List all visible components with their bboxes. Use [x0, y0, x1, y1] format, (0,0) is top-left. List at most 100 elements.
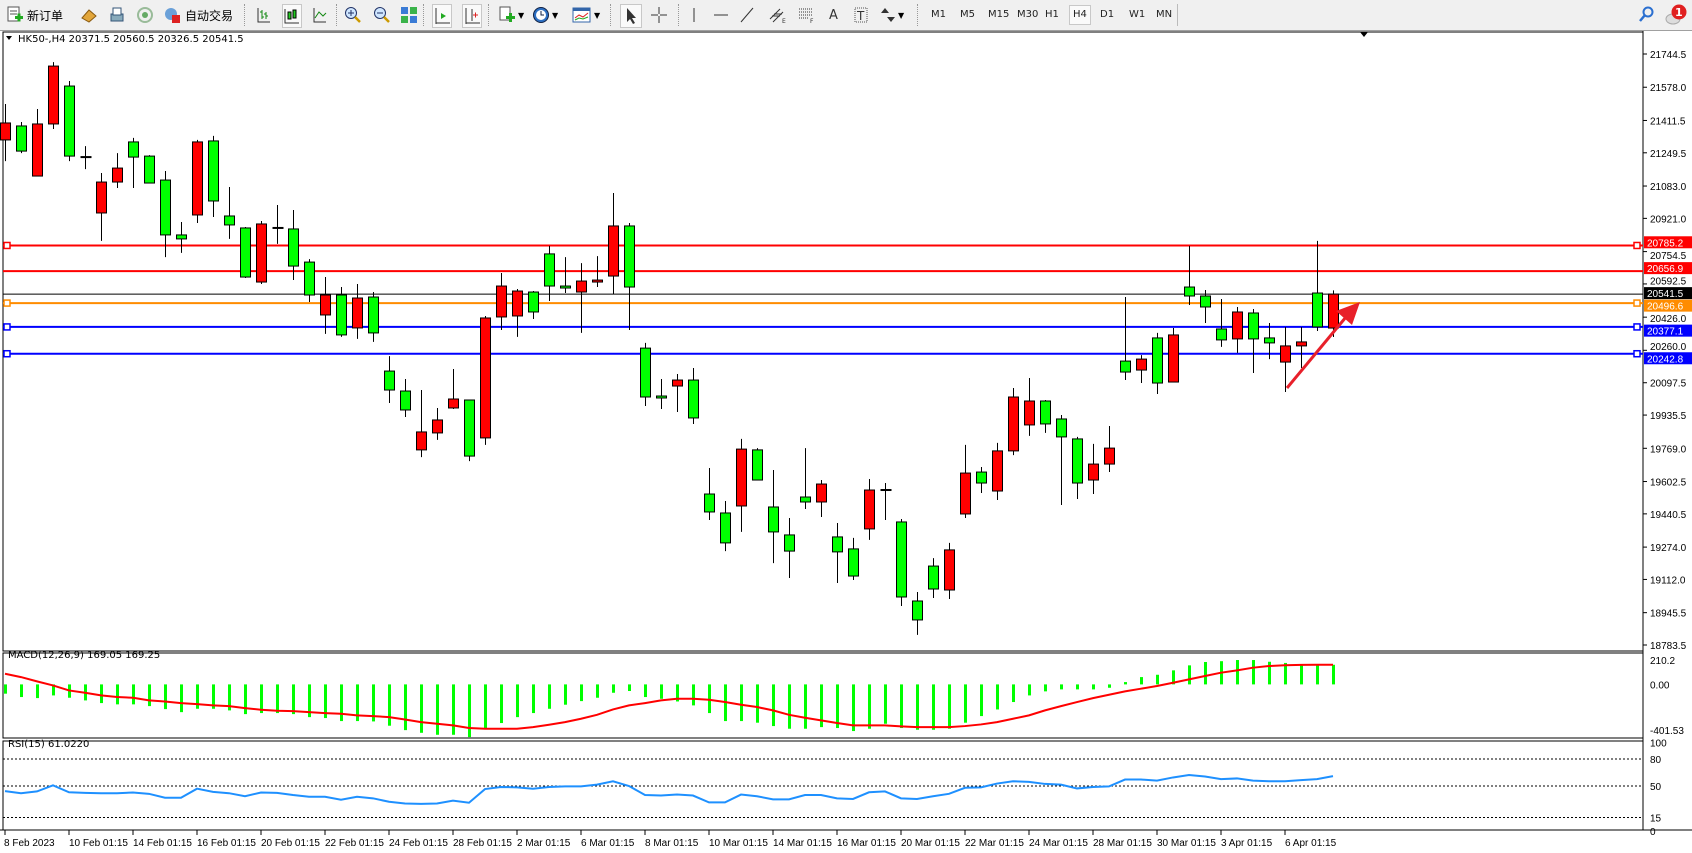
candle[interactable] — [576, 263, 587, 333]
candle[interactable] — [1008, 388, 1019, 456]
candle[interactable] — [672, 374, 683, 412]
notifications-button[interactable]: 1 — [1664, 4, 1688, 26]
auto-trading-button[interactable]: 自动交易 — [163, 4, 233, 26]
candle[interactable] — [48, 62, 59, 129]
candle[interactable] — [272, 204, 284, 244]
candle[interactable] — [352, 284, 363, 339]
candle[interactable] — [176, 221, 187, 253]
candle[interactable] — [720, 500, 731, 552]
zoom-out-button[interactable] — [373, 4, 391, 26]
candle[interactable] — [336, 287, 347, 337]
candle[interactable] — [1184, 245, 1195, 305]
candle[interactable] — [496, 273, 507, 330]
fibonacci-tool-button[interactable]: F — [797, 4, 817, 26]
market-watch-button[interactable] — [80, 4, 98, 26]
print-button[interactable] — [108, 4, 126, 26]
chart-shift-button[interactable] — [432, 4, 452, 28]
candle[interactable] — [368, 292, 379, 342]
line-handle[interactable] — [1633, 299, 1641, 307]
new-order-button[interactable]: 新订单 — [6, 4, 63, 26]
candle[interactable] — [128, 137, 139, 189]
candle[interactable] — [880, 483, 892, 520]
candle[interactable] — [1152, 332, 1163, 395]
candle[interactable] — [992, 442, 1003, 500]
candle[interactable] — [96, 173, 107, 241]
vertical-line-tool-button[interactable] — [686, 4, 702, 26]
timeframe-h4[interactable]: H4 — [1069, 5, 1091, 25]
candle[interactable] — [64, 81, 75, 162]
candle[interactable] — [832, 522, 843, 584]
candle[interactable] — [656, 379, 667, 409]
candle[interactable] — [432, 407, 443, 440]
candle[interactable] — [240, 226, 251, 279]
trend-arrow[interactable] — [1285, 302, 1360, 389]
candle[interactable] — [640, 342, 651, 406]
candle[interactable] — [1264, 322, 1275, 360]
line-handle[interactable] — [3, 323, 11, 331]
candle[interactable] — [592, 256, 603, 288]
candle[interactable] — [544, 245, 555, 301]
candle[interactable] — [1248, 308, 1259, 374]
timeframe-d1[interactable]: D1 — [1100, 9, 1115, 20]
chart-window[interactable]: 21744.5 21578.0 21411.5 21249.5 21083.0 20921… — [0, 31, 1692, 853]
candle[interactable] — [864, 479, 875, 540]
candle[interactable] — [304, 259, 315, 302]
timeframe-m30[interactable]: M30 — [1017, 9, 1039, 20]
line-handle[interactable] — [1633, 323, 1641, 331]
auto-scroll-button[interactable] — [462, 4, 482, 28]
timeframe-m1[interactable]: M1 — [931, 9, 946, 20]
search-button[interactable] — [1638, 4, 1654, 26]
candle[interactable] — [1232, 306, 1243, 353]
candle[interactable] — [400, 379, 411, 417]
line-handle[interactable] — [3, 299, 11, 307]
candle[interactable] — [816, 480, 827, 517]
candle[interactable] — [112, 153, 123, 189]
line-handle[interactable] — [3, 241, 11, 250]
timeframe-m5[interactable]: M5 — [960, 9, 975, 20]
cursor-tool-button[interactable] — [620, 4, 642, 28]
candle[interactable] — [736, 438, 747, 532]
templates-button[interactable]: ▼ — [572, 4, 600, 26]
candle[interactable] — [784, 517, 795, 579]
candle[interactable] — [480, 315, 491, 445]
candle[interactable] — [384, 356, 395, 403]
candle[interactable] — [1072, 436, 1083, 499]
line-handle[interactable] — [1633, 241, 1641, 250]
channel-tool-button[interactable]: E — [768, 4, 788, 26]
candle[interactable] — [528, 291, 539, 319]
timeframe-mn[interactable]: MN — [1156, 9, 1173, 20]
candle[interactable] — [192, 139, 203, 223]
chart-canvas[interactable]: 21744.5 21578.0 21411.5 21249.5 21083.0 20921… — [0, 31, 1692, 853]
tile-windows-button[interactable] — [400, 4, 418, 26]
candle[interactable] — [752, 448, 763, 481]
candle[interactable] — [464, 399, 475, 462]
candle[interactable] — [80, 146, 92, 170]
candle[interactable] — [944, 542, 955, 599]
candle[interactable] — [1120, 297, 1131, 381]
timeframe-h1[interactable]: H1 — [1045, 9, 1059, 20]
candle[interactable] — [512, 289, 523, 337]
candle[interactable] — [560, 257, 571, 294]
indicators-button[interactable]: ▼ — [498, 4, 524, 26]
horizontal-line-tool-button[interactable] — [712, 4, 730, 26]
candle[interactable] — [608, 193, 619, 295]
line-chart-button[interactable] — [312, 4, 328, 26]
candle[interactable] — [896, 518, 907, 606]
line-handle[interactable] — [1633, 349, 1641, 358]
candle[interactable] — [1200, 290, 1211, 323]
trendline-tool-button[interactable] — [738, 4, 756, 26]
candle[interactable] — [928, 558, 939, 598]
candle[interactable] — [768, 470, 779, 564]
candle[interactable] — [1088, 443, 1099, 495]
candle[interactable] — [160, 171, 171, 258]
candle[interactable] — [288, 209, 299, 281]
candle[interactable] — [448, 369, 459, 409]
timeframe-m15[interactable]: M15 — [988, 9, 1010, 20]
candle[interactable] — [688, 368, 699, 424]
candle[interactable] — [1056, 414, 1067, 505]
periods-button[interactable]: ▼ — [532, 4, 558, 26]
candle[interactable] — [416, 390, 427, 458]
candle[interactable] — [912, 592, 923, 635]
candle[interactable] — [960, 444, 971, 518]
bar-chart-button[interactable] — [256, 4, 272, 26]
